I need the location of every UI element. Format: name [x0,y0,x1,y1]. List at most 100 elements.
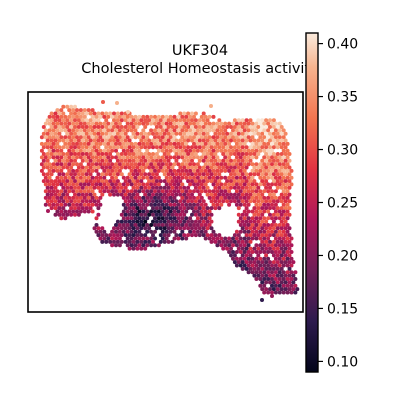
tissue-spot [227,243,232,248]
tissue-spot [203,141,208,146]
tissue-spot [184,128,189,133]
tissue-spot [215,195,220,200]
tissue-spot [143,145,148,150]
tissue-spot [244,233,249,238]
tissue-spot [94,141,99,146]
tissue-spot [258,162,263,167]
tissue-spot [137,189,142,194]
tissue-spot [129,162,134,167]
tissue-spot [275,246,280,251]
tissue-spot [123,158,128,163]
tissue-spot [279,131,284,136]
tissue-spot [141,195,146,200]
tissue-spot [260,287,265,292]
tissue-spot [170,179,175,184]
tissue-spot [270,216,274,221]
tissue-spot [231,135,235,140]
tissue-spot [279,233,284,238]
tissue-spot [82,202,87,207]
tissue-spot [43,175,48,180]
tissue-spot [211,141,216,146]
tissue-spot [195,162,200,167]
tissue-spot [106,155,111,160]
tissue-spot [178,192,183,197]
tissue-spot [164,236,169,241]
tissue-spot [254,277,259,281]
tissue-spot [264,219,269,224]
tissue-spot [47,148,52,153]
tissue-spot [41,145,46,150]
tissue-spot [229,239,233,244]
tissue-spot [277,195,282,200]
tissue-spot [192,168,196,173]
tissue-spot [162,179,167,184]
tissue-spot [154,212,159,217]
tissue-spot [279,138,284,143]
tissue-spot [168,135,173,140]
tissue-spot [219,182,224,187]
tissue-spot [283,260,288,265]
tissue-spot [264,206,269,211]
tissue-spot [244,246,249,251]
tissue-spot [289,290,294,295]
tissue-spot [285,202,290,207]
tissue-spot [84,145,89,150]
tissue-spot [174,233,179,238]
tissue-spot [188,202,193,207]
tissue-spot [209,206,214,211]
tissue-spot [149,141,154,146]
tissue-spot [188,195,193,200]
tissue-spot [149,121,154,126]
tissue-spot [75,162,79,167]
tissue-spot [41,125,46,129]
tissue-spot [90,128,95,133]
tissue-spot [182,138,187,143]
tissue-spot [162,145,167,150]
tissue-spot [244,260,249,265]
tissue-spot [114,243,118,248]
tissue-spot [55,209,60,214]
tissue-spot [232,138,237,143]
tissue-spot [250,250,255,254]
tissue-spot [139,246,144,251]
tissue-spot [55,175,60,180]
tissue-spot [125,216,130,221]
tissue-spot [258,135,263,140]
tissue-spot [246,155,251,160]
tissue-spot [43,189,48,194]
tissue-spot [102,148,107,153]
tissue-spot [264,266,269,271]
tissue-spot [193,138,198,143]
tissue-spot [59,168,64,173]
tissue-spot [199,128,204,133]
tissue-spot [227,155,232,160]
tissue-spot [234,162,239,167]
tissue-spot [90,108,95,113]
tissue-spot [125,121,130,126]
tissue-spot [139,206,144,211]
tissue-spot [231,236,235,241]
tissue-spot [188,135,193,140]
tissue-spot [160,121,165,126]
tissue-spot [180,209,185,214]
tissue-spot [61,104,66,109]
tissue-spot [88,145,93,150]
tissue-spot [271,212,276,217]
tissue-spot [209,199,214,204]
tissue-spot [137,229,142,234]
tissue-spot [73,206,77,211]
tissue-spot [133,229,138,234]
tissue-spot [121,229,126,234]
tissue-spot [279,125,284,129]
tissue-spot [277,236,282,241]
tissue-spot [174,179,179,184]
tissue-spot [180,128,185,133]
tissue-spot [244,131,249,136]
tissue-spot [229,152,233,156]
tissue-spot [199,168,204,173]
tissue-spot [248,172,253,177]
tissue-spot [215,128,220,133]
tissue-spot [217,206,222,211]
tissue-spot [55,162,60,167]
tissue-spot [115,101,119,105]
